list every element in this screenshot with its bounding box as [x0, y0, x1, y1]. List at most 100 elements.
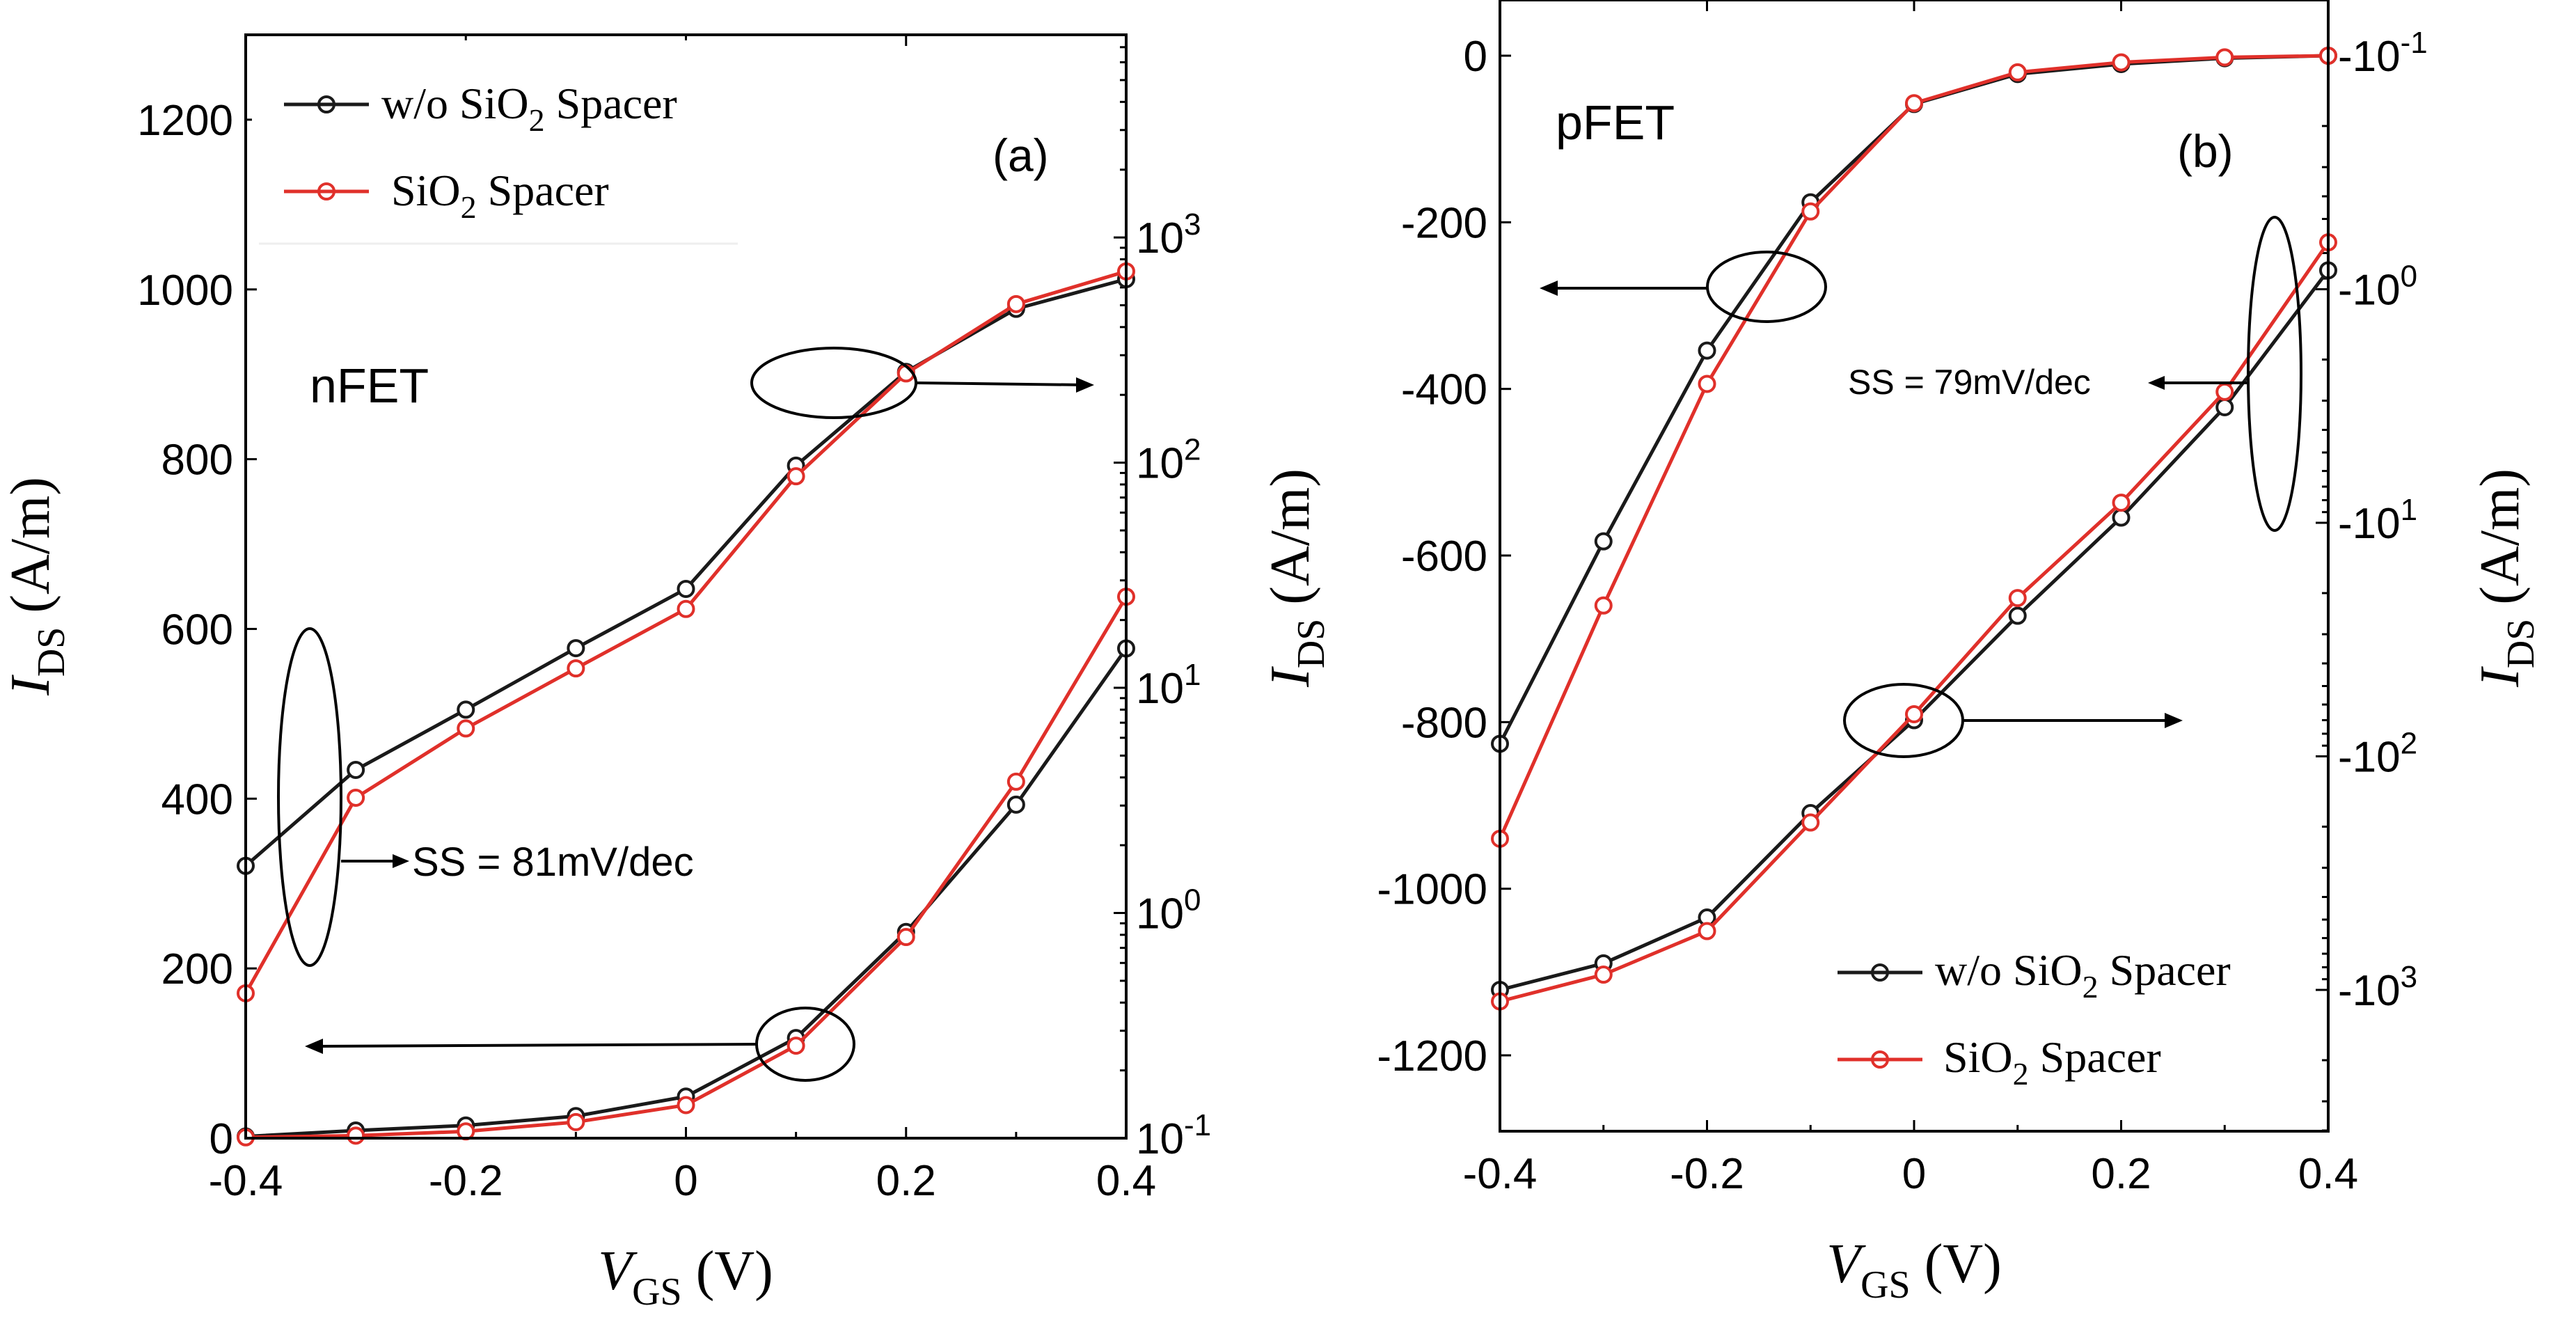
panel-a-y-right-tick-label: 100	[1136, 883, 1201, 938]
panel-b-x-tick-labels: -0.4 -0.2 0 0.2 0.4	[1463, 1150, 2359, 1198]
panel-a-data-point	[347, 1126, 365, 1145]
panel-a-data-point	[896, 928, 915, 947]
panel-b-x-tick-label: 0.4	[2298, 1150, 2358, 1198]
panel-b-legend-label-black: w/o SiO2 Spacer	[1935, 945, 2231, 1005]
panel-b-legend-label-red: SiO2 Spacer	[1943, 1032, 2161, 1092]
panel-b-y-right-tick-labels: -10-1 -100 -101 -102 -103	[2338, 26, 2428, 1015]
panel-b-data-point	[2215, 48, 2234, 67]
panel-b-data-point	[1801, 202, 1820, 221]
panel-b-data-point	[1905, 94, 1923, 113]
panel-b-data-point	[1698, 922, 1716, 940]
panel-a-arrow-left-head	[305, 1039, 323, 1054]
panel-a-data-point	[1006, 795, 1025, 814]
panel-b-y-left-tick-label: -600	[1401, 533, 1487, 581]
panel-b-axes-box	[1499, 0, 2330, 1133]
panel-b-data-point	[1594, 596, 1613, 615]
panel-b-legend: w/o SiO2 Spacer SiO2 Spacer	[1838, 945, 2231, 1092]
panel-a-legend-marker-black	[317, 95, 335, 113]
panel-b-x-tick-label: 0.2	[2091, 1150, 2151, 1198]
panel-a-y-right-tick-label: 101	[1136, 658, 1201, 713]
panel-a-arrow-right-head	[1076, 377, 1094, 393]
panel-a-data-point	[347, 760, 365, 779]
panel-a-legend-label-red: SiO2 Spacer	[391, 166, 609, 225]
panel-a-data-point	[677, 1096, 695, 1115]
panel-b-data-point	[2112, 53, 2131, 72]
panel-b-legend-marker-red	[1871, 1050, 1889, 1069]
panel-a-legend-marker-red	[317, 182, 335, 200]
panel-a-y-left-tick-label: 400	[161, 775, 233, 824]
panel-a-y-left-tick-label: 800	[161, 436, 233, 485]
panel-a-y-right-tick-label: 10-1	[1136, 1108, 1211, 1163]
panel-a-label: (a)	[993, 129, 1049, 181]
panel-a-ellipse-ss	[277, 627, 342, 967]
panel-b-data-point	[1801, 813, 1820, 832]
panel-b-y-left-tick-label: -800	[1401, 699, 1487, 747]
panel-a-x-tick-label: 0.2	[876, 1157, 936, 1205]
panel-b-series	[1491, 47, 2337, 1011]
panel-a-x-tick-label: -0.4	[209, 1157, 283, 1205]
panel-a-data-point	[457, 1122, 475, 1141]
panel-b-y-left-tick-label: 0	[1464, 33, 1487, 81]
panel-a-data-point	[347, 788, 365, 807]
panel-b-data-point	[1698, 341, 1716, 360]
panel-a-y-left-tick-label: 600	[161, 606, 233, 654]
panel-a-data-point	[567, 659, 585, 678]
panel-b-data-point	[2215, 397, 2234, 416]
panel-a-x-tick-labels: -0.4 -0.2 0 0.2 0.4	[209, 1157, 1157, 1205]
panel-b-y-right-tick-label: -100	[2338, 260, 2417, 315]
panel-a-y-left-tick-label: 1200	[137, 97, 233, 145]
panel-b-y-left-tick-label: -1000	[1377, 866, 1487, 914]
panel-a-series	[237, 262, 1135, 1147]
panel-b-y-right-tick-label: -101	[2338, 493, 2417, 548]
panel-b-arrow-right-head	[2165, 713, 2183, 728]
panel-b-y-axis-label-left: IDS (A/m)	[1260, 468, 1333, 688]
panel-a-data-point	[567, 1112, 585, 1131]
panel-b-data-point	[2112, 494, 2131, 512]
panel-b-y-left-tick-labels: 0 -200 -400 -600 -800 -1000 -1200	[1377, 33, 1487, 1080]
panel-b: -0.4 -0.2 0 0.2 0.4 0 -200 -400 -600 -800 -1000 -1…	[1260, 0, 2543, 1307]
panel-a-data-point	[1006, 294, 1025, 313]
panel-b-data-point	[2215, 382, 2234, 401]
panel-b-ellipse-ss	[2247, 216, 2302, 532]
panel-a-data-point	[457, 700, 475, 719]
panel-b-data-point	[2008, 589, 2027, 608]
panel-a-data-point	[567, 639, 585, 658]
panel-b-data-point	[2008, 63, 2027, 81]
panel-b-x-tick-label: 0	[1902, 1150, 1926, 1198]
panel-b-ss-annotation: SS = 79mV/dec	[1848, 363, 2091, 402]
panel-a-y-left-tick-label: 1000	[137, 267, 233, 315]
panel-b-data-point	[1905, 704, 1923, 723]
panel-a-y-left-tick-labels: 0 200 400 600 800 1000 1200	[137, 97, 233, 1163]
panel-a-data-point	[457, 719, 475, 738]
panel-b-y-right-tick-label: -10-1	[2338, 26, 2428, 81]
panel-a-y-right-tick-label: 102	[1136, 433, 1201, 488]
panel-b-x-tick-label: -0.4	[1463, 1150, 1538, 1198]
panel-a-y-right-tick-labels: 10-1 100 101 102 103	[1136, 207, 1211, 1163]
panel-a-x-tick-label: 0.4	[1096, 1157, 1156, 1205]
panel-a-data-point	[1006, 772, 1025, 791]
panel-b-y-left-tick-label: -200	[1401, 199, 1487, 247]
panel-b-label: (b)	[2177, 125, 2234, 177]
panel-b-data-point	[1594, 966, 1613, 984]
panel-b-data-point	[1594, 532, 1613, 551]
panel-a-legend: w/o SiO2 Spacer SiO2 Spacer	[252, 40, 739, 245]
panel-b-x-tick-label: -0.2	[1670, 1150, 1744, 1198]
panel-b-x-axis-label: VGS (V)	[1826, 1234, 2002, 1307]
panel-b-y-left-tick-label: -1200	[1377, 1032, 1487, 1080]
panel-b-data-point	[2112, 508, 2131, 527]
panel-a-data-point	[677, 579, 695, 598]
panel-a: -0.4 -0.2 0 0.2 0.4 0 200 400 600 800 1000 1200 10…	[0, 33, 1211, 1314]
panel-a-device-label: nFET	[310, 359, 429, 413]
panel-a-data-point	[787, 1037, 805, 1055]
panel-b-device-label: pFET	[1556, 95, 1675, 150]
panel-a-y-axis-label: IDS (A/m)	[0, 477, 73, 696]
panel-b-legend-marker-black	[1871, 963, 1889, 982]
panel-a-arrow-right-shaft	[915, 381, 1086, 386]
panel-a-x-tick-label: -0.2	[429, 1157, 503, 1205]
panel-a-axes-box	[244, 33, 1128, 1140]
panel-a-x-tick-label: 0	[674, 1157, 697, 1205]
panel-b-y-axis-label-right: IDS (A/m)	[2470, 468, 2543, 688]
panel-b-y-right-tick-label: -103	[2338, 960, 2417, 1015]
panel-b-y-left-tick-label: -400	[1401, 366, 1487, 414]
